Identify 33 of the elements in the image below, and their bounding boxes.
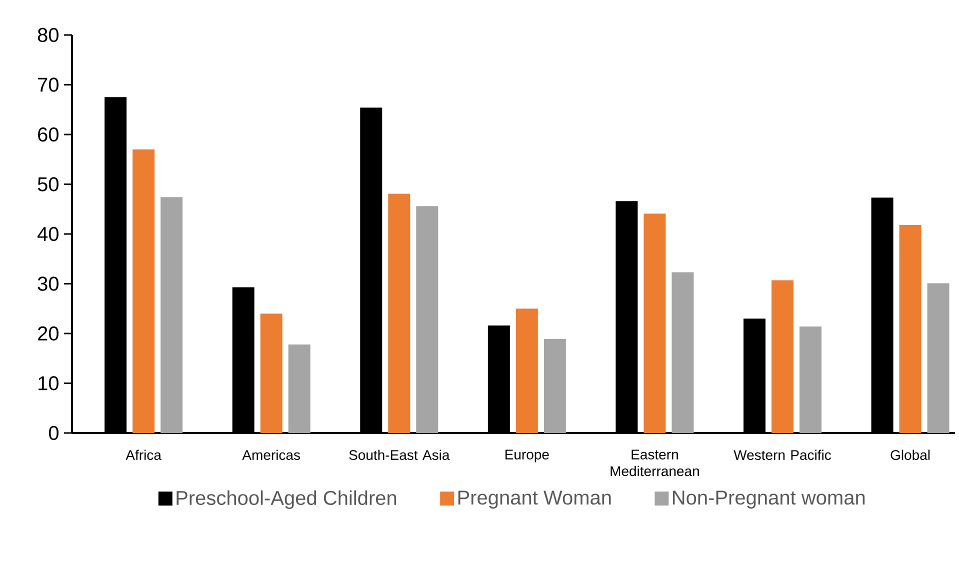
bar	[260, 314, 282, 433]
y-tick-label: 40	[38, 226, 58, 242]
bar	[132, 149, 155, 433]
bar	[899, 225, 922, 433]
legend-label: Non-Pregnant woman	[673, 490, 865, 509]
y-tick-label: 0	[48, 426, 58, 440]
x-tick-label: South-East Asia	[349, 450, 450, 460]
bar	[416, 206, 438, 433]
bar	[388, 194, 410, 433]
x-tick-label: Global	[890, 450, 930, 460]
x-tick-label: Africa	[126, 450, 162, 460]
x-tick-label: Europe	[506, 450, 549, 462]
bar	[160, 197, 183, 433]
y-tick-label: 80	[38, 28, 58, 42]
y-tick-label: 30	[38, 276, 58, 291]
x-tick-label: Americas	[242, 450, 300, 460]
bar	[644, 214, 666, 433]
bar	[800, 326, 822, 433]
bar	[516, 308, 538, 433]
x-tick-label: Western Pacific	[734, 450, 831, 460]
bar	[772, 280, 794, 433]
x-tick-label: Eastern Mediterranean	[610, 450, 699, 476]
y-tick-label: 60	[38, 127, 58, 142]
y-tick-label: 70	[38, 78, 58, 92]
y-tick-label: 20	[38, 326, 58, 341]
y-tick-label: 10	[38, 376, 58, 390]
bar	[544, 338, 566, 433]
bar	[927, 283, 950, 433]
bar	[288, 344, 310, 433]
y-tick-label: 50	[38, 177, 58, 192]
legend-label: Preschool-Aged Children	[176, 490, 396, 509]
bar	[672, 272, 694, 433]
legend-label: Pregnant Woman	[458, 490, 611, 509]
